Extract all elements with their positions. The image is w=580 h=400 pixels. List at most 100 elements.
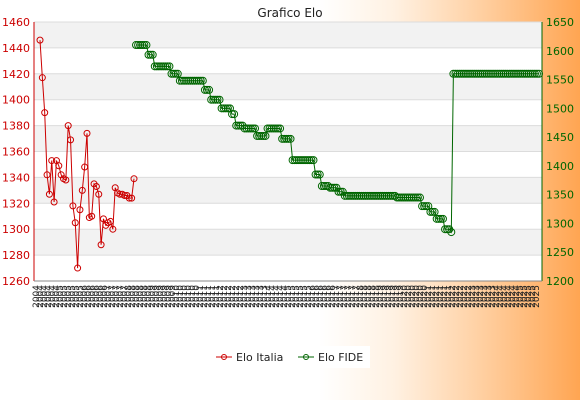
x-tick-label: 2012 [228, 285, 238, 308]
elo-fide-point [211, 95, 220, 104]
elo-fide-point [476, 69, 485, 78]
elo-fide-point [217, 104, 226, 113]
x-tick-label: 2010 [172, 285, 182, 308]
x-tick-label: 2024 [508, 285, 518, 308]
right-tick-label: 1550 [546, 74, 574, 87]
elo-fide-point [330, 183, 339, 192]
x-tick-label: 2019 [388, 285, 398, 308]
elo-fide-point [399, 193, 408, 202]
x-tick-label: 2012 [232, 285, 242, 308]
left-tick-label: 1320 [2, 197, 30, 210]
elo-fide-point [428, 207, 437, 216]
elo-fide-point [501, 69, 510, 78]
x-tick-label: 2018 [360, 285, 370, 308]
x-tick-label: 2010 [180, 285, 190, 308]
elo-fide-point [259, 131, 268, 140]
x-tick-label: 2011 [204, 285, 214, 308]
x-tick-label: 2007 [120, 285, 130, 308]
elo-fide-point [299, 156, 308, 165]
elo-italia-point [71, 219, 79, 227]
elo-fide-point [171, 69, 180, 78]
x-tick-label: 2012 [236, 285, 246, 308]
x-axis-ticks: 2004200420042004200420042005200520052005… [32, 285, 542, 308]
elo-fide-point [186, 76, 195, 85]
x-tick-label: 2010 [176, 285, 186, 308]
elo-fide-point [248, 124, 257, 133]
elo-fide-point [301, 156, 310, 165]
elo-fide-point [420, 202, 429, 211]
elo-fide-point [466, 69, 475, 78]
elo-fide-point [424, 202, 433, 211]
elo-fide-point [315, 170, 324, 179]
x-tick-label: 2024 [492, 285, 502, 308]
legend-fide-label: Elo FIDE [318, 351, 363, 364]
elo-fide-point [313, 170, 322, 179]
elo-fide-point [269, 124, 278, 133]
x-tick-label: 2005 [56, 285, 66, 308]
elo-fide-point [273, 124, 282, 133]
legend-italia-label: Elo Italia [236, 351, 283, 364]
x-tick-label: 2011 [200, 285, 210, 308]
x-tick-label: 2018 [368, 285, 378, 308]
elo-fide-point [157, 62, 166, 71]
plot-band [34, 99, 542, 126]
elo-fide-point [213, 95, 222, 104]
elo-fide-point [470, 69, 479, 78]
elo-fide-point [405, 193, 414, 202]
x-tick-label: 2024 [504, 285, 514, 308]
legend-box [210, 346, 370, 368]
series-elo-italia [36, 36, 138, 272]
elo-fide-point [246, 124, 255, 133]
left-tick-label: 1380 [2, 120, 30, 133]
elo-fide-point [159, 62, 168, 71]
elo-fide-point [144, 50, 153, 59]
x-tick-label: 2017 [332, 285, 342, 308]
x-tick-label: 2013 [252, 285, 262, 308]
x-tick-label: 2014 [264, 285, 274, 308]
x-tick-label: 2017 [344, 285, 354, 308]
x-tick-label: 2019 [376, 285, 386, 308]
elo-fide-point [516, 69, 525, 78]
elo-fide-point [367, 191, 376, 200]
x-tick-label: 2009 [152, 285, 162, 308]
x-tick-label: 2015 [304, 285, 314, 308]
x-tick-label: 2020 [404, 285, 414, 308]
elo-italia-point [109, 225, 117, 233]
elo-fide-point [142, 41, 151, 50]
plot-band [34, 47, 542, 74]
legend-fide-marker [303, 354, 309, 360]
elo-fide-point [165, 62, 174, 71]
x-tick-label: 2004 [48, 285, 58, 308]
elo-fide-point [434, 214, 443, 223]
x-tick-label: 2023 [476, 285, 486, 308]
elo-fide-point [415, 193, 424, 202]
x-tick-label: 2019 [384, 285, 394, 308]
x-tick-label: 2005 [76, 285, 86, 308]
elo-fide-point [499, 69, 508, 78]
elo-fide-point [167, 69, 176, 78]
right-tick-label: 1350 [546, 189, 574, 202]
elo-fide-point [493, 69, 502, 78]
plot-bands [34, 22, 542, 281]
elo-fide-point [422, 202, 431, 211]
elo-fide-point [146, 50, 155, 59]
elo-italia-point [78, 186, 86, 194]
right-tick-label: 1400 [546, 160, 574, 173]
elo-fide-point [464, 69, 473, 78]
x-tick-label: 2011 [212, 285, 222, 308]
left-tick-label: 1420 [2, 68, 30, 81]
x-tick-label: 2009 [164, 285, 174, 308]
elo-fide-point [512, 69, 521, 78]
elo-fide-point [474, 69, 483, 78]
elo-italia-point [107, 217, 114, 225]
elo-fide-point [332, 183, 341, 192]
elo-fide-point [215, 95, 224, 104]
elo-fide-point [240, 124, 249, 133]
elo-fide-point [395, 193, 404, 202]
elo-fide-point [286, 134, 295, 143]
elo-fide-point [357, 191, 366, 200]
elo-fide-point [359, 191, 368, 200]
x-tick-label: 2016 [312, 285, 322, 308]
x-tick-label: 2025 [516, 285, 526, 308]
elo-fide-point [225, 104, 234, 113]
